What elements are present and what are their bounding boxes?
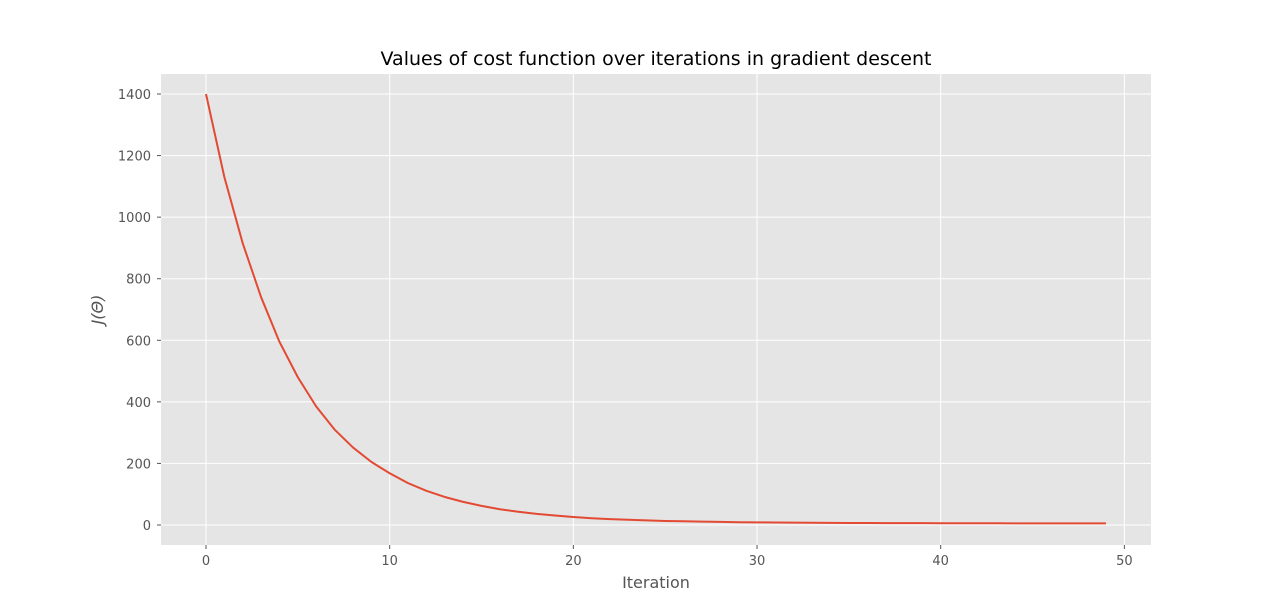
x-axis: 0 10 20 30 40 50 xyxy=(202,545,1133,569)
y-tick-label: 400 xyxy=(126,396,151,411)
series-group xyxy=(205,93,1106,525)
y-tick-label: 1000 xyxy=(118,211,151,226)
x-tick-label: 50 xyxy=(1116,554,1133,569)
y-axis: 0 200 400 600 800 1000 1200 1400 xyxy=(118,88,161,534)
grid xyxy=(161,74,1151,545)
series-line xyxy=(205,93,1106,525)
x-axis-label: Iteration xyxy=(622,573,690,592)
x-tick-label: 30 xyxy=(749,554,766,569)
y-axis-label: J(Θ) xyxy=(88,295,107,328)
plot-area xyxy=(161,74,1151,545)
x-tick-label: 20 xyxy=(565,554,582,569)
y-tick-label: 600 xyxy=(126,334,151,349)
y-tick-label: 0 xyxy=(143,519,151,534)
y-tick-label: 800 xyxy=(126,273,151,288)
x-tick-label: 10 xyxy=(381,554,398,569)
y-tick-label: 200 xyxy=(126,457,151,472)
chart-title: Values of cost function over iterations … xyxy=(381,48,932,70)
y-tick-label: 1200 xyxy=(118,150,151,165)
y-tick-label: 1400 xyxy=(118,88,151,103)
x-tick-label: 40 xyxy=(932,554,949,569)
x-tick-label: 0 xyxy=(202,554,210,569)
